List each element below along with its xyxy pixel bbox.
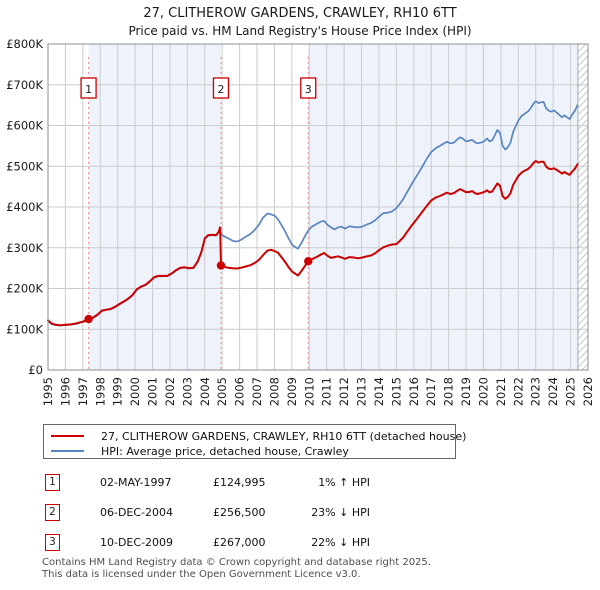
x-tick-label: 1995 [41,377,55,406]
x-tick-label: 2026 [581,377,595,406]
transaction-date: 02-MAY-1997 [100,476,172,489]
price-paid-line [47,160,579,327]
price-line-swatch [51,435,84,437]
legend-label-hpi: HPI: Average price, detached house, Craw… [101,444,349,458]
transaction-number-badge: 1 [45,474,60,491]
hpi-line-swatch [51,450,84,452]
transaction-vs-hpi: 22% ↓ HPI [311,536,370,549]
x-tick-label: 2000 [128,377,142,406]
transaction-price: £267,000 [213,536,266,549]
plot-border [47,43,589,371]
x-tick-label: 2015 [389,377,403,406]
sale-number-label: 1 [85,83,92,96]
x-tick-label: 2010 [302,377,316,406]
footer-line-2: This data is licensed under the Open Gov… [42,568,361,580]
x-tick-label: 2011 [320,377,334,406]
x-tick-label: 2016 [407,377,421,406]
y-tick-label: £300K [6,241,43,255]
price-hpi-chart: 1 2 3 £0 £100K £200K £300K £400K £500K £600K £700K… [6,37,595,406]
sale-point [216,261,226,270]
x-tick-label: 2019 [459,377,473,406]
x-tick-label: 1998 [93,377,107,406]
y-tick-label: £400K [6,200,43,214]
x-tick-label: 2017 [424,377,438,406]
chart-legend: 27, CLITHEROW GARDENS, CRAWLEY, RH10 6TT… [43,424,466,459]
sale-point [84,314,93,324]
x-tick-label: 2022 [511,377,525,406]
y-tick-label: £500K [6,159,43,173]
x-tick-label: 2012 [337,377,351,406]
x-tick-label: 2008 [267,377,281,406]
sale-number-box [300,77,317,99]
page-title: 27, CLITHEROW GARDENS, CRAWLEY, RH10 6TT [143,6,457,21]
y-tick-label: £0 [28,363,43,377]
footer-line-1: Contains HM Land Registry data © Crown c… [42,557,431,568]
x-tick-label: 2013 [355,377,369,406]
x-tick-label: 2007 [250,377,264,406]
legend-label-price-paid: 27, CLITHEROW GARDENS, CRAWLEY, RH10 6TT… [101,429,467,443]
transaction-row: 1 02-MAY-1997 £124,995 1% ↑ HPI [45,474,370,492]
y-tick-label: £800K [6,37,43,51]
y-tick-label: £200K [6,282,43,296]
sale-number-label: 3 [305,83,312,96]
chart-subtitle: Price paid vs. HM Land Registry's House … [128,24,472,38]
x-tick-label: 2004 [198,377,212,406]
transaction-price: £124,995 [213,476,266,489]
x-tick-label: 2025 [564,377,578,406]
x-tick-label: 2018 [442,377,456,406]
transaction-row: 3 10-DEC-2009 £267,000 22% ↓ HPI [45,534,370,552]
sale-number-box [212,77,230,99]
transaction-row: 2 06-DEC-2004 £256,500 23% ↓ HPI [45,504,370,522]
transaction-vs-hpi: 23% ↓ HPI [311,506,370,519]
x-tick-label: 2009 [285,377,299,406]
legend-item-price-paid: 27, CLITHEROW GARDENS, CRAWLEY, RH10 6TT… [51,429,466,443]
x-tick-label: 2021 [494,377,508,406]
x-tick-label: 2023 [529,377,543,406]
y-tick-label: £700K [6,78,43,92]
transaction-number-badge: 3 [45,534,60,551]
transaction-date: 06-DEC-2004 [100,506,174,519]
sale-point [304,256,313,266]
x-tick-label: 1997 [76,377,90,406]
transaction-vs-hpi: 1% ↑ HPI [318,476,370,489]
y-tick-label: £600K [6,119,43,133]
y-tick-label: £100K [6,322,43,336]
x-tick-label: 2001 [146,377,160,406]
transaction-date: 10-DEC-2009 [100,536,174,549]
x-tick-label: 2006 [233,377,247,406]
x-tick-label: 2020 [476,377,490,406]
legend-item-hpi: HPI: Average price, detached house, Craw… [51,444,349,458]
title-block: 27, CLITHEROW GARDENS, CRAWLEY, RH10 6TT… [0,5,600,39]
x-tick-label: 1996 [58,377,72,406]
x-tick-label: 2014 [372,377,386,406]
x-tick-label: 1999 [111,377,125,406]
x-tick-label: 2002 [163,377,177,406]
sale-number-label: 2 [217,83,224,96]
sale-number-box [80,77,97,99]
x-tick-label: 2024 [546,377,560,406]
transaction-number-badge: 2 [45,504,60,521]
x-tick-label: 2005 [215,377,229,406]
transaction-price: £256,500 [213,506,266,519]
x-tick-label: 2003 [180,377,194,406]
license-footer: Contains HM Land Registry data © Crown c… [42,557,431,580]
